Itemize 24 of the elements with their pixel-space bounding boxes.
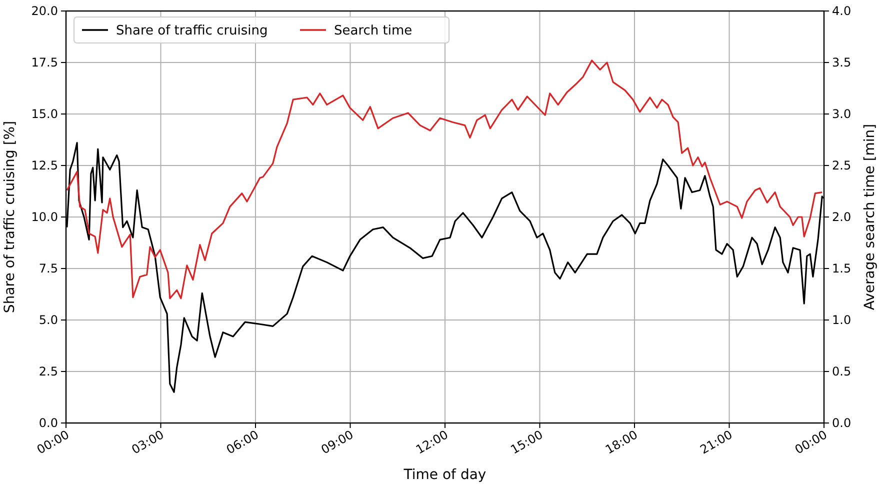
y-tick-label: 12.5 [31, 158, 58, 173]
y2-tick-label: 1.0 [832, 313, 852, 328]
legend-label: Search time [334, 24, 412, 39]
line-series [66, 60, 823, 300]
y-tick-label: 10.0 [31, 210, 58, 224]
y2-tick-label: 2.0 [832, 210, 852, 224]
y-tick-label: 15.0 [31, 107, 58, 122]
y-tick-label: 17.5 [31, 56, 58, 70]
y-tick-label: 0.0 [38, 416, 58, 430]
y2-tick-label: 3.5 [832, 56, 852, 70]
y-axis-title: Share of traffic cruising [%] [2, 120, 18, 314]
x-axis-title: Time of day [402, 467, 486, 483]
y-tick-label: 5.0 [38, 313, 58, 328]
y-tick-label: 20.0 [31, 4, 58, 18]
y-tick-label: 7.5 [38, 262, 58, 276]
y-tick-label: 2.5 [38, 364, 58, 379]
legend-label: Share of traffic cruising [116, 24, 268, 39]
y2-tick-label: 4.0 [832, 4, 852, 18]
y2-tick-label: 0.5 [832, 364, 852, 379]
y2-tick-label: 3.0 [832, 107, 852, 122]
y2-tick-label: 0.0 [832, 416, 852, 430]
y2-axis-title: Average search time [min] [862, 124, 878, 310]
y2-tick-label: 1.5 [832, 262, 852, 276]
y2-tick-label: 2.5 [832, 158, 852, 173]
